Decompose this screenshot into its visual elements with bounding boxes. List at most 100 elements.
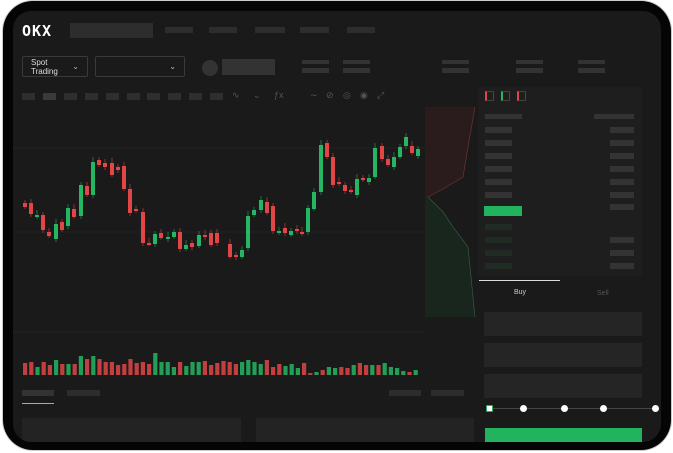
volume-bar bbox=[171, 367, 176, 375]
volume-bar bbox=[66, 364, 71, 375]
nav-item[interactable] bbox=[209, 27, 237, 33]
okx-logo[interactable]: OKX bbox=[22, 22, 53, 40]
volume-bar bbox=[128, 359, 133, 375]
candle bbox=[54, 224, 58, 239]
volume-bar bbox=[264, 360, 269, 375]
candlestick-chart[interactable] bbox=[13, 107, 478, 377]
slider-step[interactable] bbox=[600, 405, 607, 412]
indicator-icon[interactable]: ⌄ bbox=[253, 90, 261, 100]
slider-step[interactable] bbox=[520, 405, 527, 412]
volume-bar bbox=[308, 373, 313, 375]
ask-price bbox=[485, 179, 512, 185]
candle bbox=[325, 143, 329, 157]
volume-bar bbox=[29, 362, 34, 375]
volume-bar bbox=[382, 363, 387, 375]
volume-bar bbox=[302, 363, 307, 375]
candle bbox=[319, 145, 323, 192]
chevron-down-icon: ⌄ bbox=[72, 62, 79, 71]
candle bbox=[197, 235, 201, 246]
fullscreen-icon[interactable]: ⤢ bbox=[377, 90, 385, 100]
bid-price bbox=[485, 224, 512, 230]
target-icon[interactable]: ◉ bbox=[360, 90, 368, 100]
price-input[interactable] bbox=[484, 312, 642, 336]
volume-bar bbox=[140, 362, 145, 375]
stat-value bbox=[442, 68, 469, 73]
last-price[interactable] bbox=[484, 206, 522, 216]
search-bar[interactable] bbox=[70, 23, 153, 38]
candle bbox=[23, 203, 27, 207]
candle bbox=[265, 202, 269, 213]
candle bbox=[35, 215, 39, 217]
bid-price bbox=[485, 237, 512, 243]
filter-button[interactable] bbox=[389, 390, 421, 396]
volume-bar bbox=[196, 362, 201, 375]
timeframe-button[interactable] bbox=[168, 93, 181, 100]
timeframe-button[interactable] bbox=[43, 93, 56, 100]
volume-bar bbox=[333, 368, 338, 375]
draw-icon[interactable]: ⊘ bbox=[326, 90, 334, 100]
candle bbox=[228, 244, 232, 257]
orderbook-amount-header bbox=[594, 114, 634, 119]
timeframe-button[interactable] bbox=[106, 93, 119, 100]
nav-item[interactable] bbox=[255, 27, 285, 33]
volume-bar bbox=[78, 356, 83, 375]
candle bbox=[404, 137, 408, 146]
candle bbox=[91, 162, 95, 195]
timeframe-button[interactable] bbox=[64, 93, 77, 100]
stat-label bbox=[442, 60, 469, 64]
tab-order-history[interactable] bbox=[67, 390, 100, 396]
amount-input[interactable] bbox=[484, 343, 642, 367]
settings-icon[interactable]: ƒx bbox=[274, 90, 284, 100]
stat-label bbox=[343, 60, 370, 64]
slider-step[interactable] bbox=[561, 405, 568, 412]
market-type-dropdown[interactable]: Spot Trading ⌄ bbox=[22, 56, 88, 77]
timeframe-button[interactable] bbox=[85, 93, 98, 100]
asks-only-icon[interactable] bbox=[517, 91, 526, 101]
candle bbox=[234, 255, 238, 257]
volume-bar bbox=[277, 364, 282, 375]
buy-submit-button[interactable] bbox=[485, 428, 642, 442]
candle bbox=[271, 206, 275, 231]
tab-buy[interactable]: Buy bbox=[514, 289, 527, 296]
timeframe-button[interactable] bbox=[127, 93, 140, 100]
stat-value bbox=[302, 68, 329, 73]
candle bbox=[79, 185, 83, 216]
stat-label bbox=[302, 60, 329, 64]
volume-bar bbox=[122, 364, 127, 375]
nav-item[interactable] bbox=[300, 27, 329, 33]
candle bbox=[295, 229, 299, 231]
stat-label bbox=[516, 60, 543, 64]
volume-bar bbox=[413, 370, 418, 375]
candle-type-icon[interactable]: ∿ bbox=[232, 90, 240, 100]
depth-bids bbox=[425, 197, 475, 317]
camera-icon[interactable]: ◎ bbox=[343, 90, 351, 100]
bids-only-icon[interactable] bbox=[501, 91, 510, 101]
slider-handle[interactable] bbox=[486, 405, 493, 412]
candle bbox=[97, 160, 101, 165]
filter-button[interactable] bbox=[431, 390, 464, 396]
ask-price bbox=[485, 192, 512, 198]
volume-bar bbox=[54, 360, 59, 375]
timeframe-button[interactable] bbox=[189, 93, 202, 100]
tab-sell[interactable]: Sell bbox=[597, 290, 609, 297]
candle bbox=[103, 163, 107, 167]
tab-open-orders[interactable] bbox=[22, 390, 54, 396]
pair-dropdown[interactable]: ⌄ bbox=[95, 56, 185, 77]
timeframe-button[interactable] bbox=[22, 93, 35, 100]
volume-bar bbox=[116, 365, 121, 375]
slider-step[interactable] bbox=[652, 405, 659, 412]
volume-bar bbox=[240, 362, 245, 375]
volume-bar bbox=[252, 362, 257, 375]
nav-item[interactable] bbox=[347, 27, 375, 33]
ask-amount bbox=[610, 192, 634, 198]
line-icon[interactable]: ∼ bbox=[310, 90, 318, 100]
volume-bar bbox=[370, 365, 375, 375]
nav-item[interactable] bbox=[165, 27, 193, 33]
timeframe-button[interactable] bbox=[147, 93, 160, 100]
candle bbox=[252, 210, 256, 215]
both-sides-icon[interactable] bbox=[485, 91, 494, 101]
total-input[interactable] bbox=[484, 374, 642, 398]
slider-track[interactable] bbox=[492, 408, 657, 409]
timeframe-button[interactable] bbox=[210, 93, 223, 100]
bid-amount bbox=[610, 250, 634, 256]
